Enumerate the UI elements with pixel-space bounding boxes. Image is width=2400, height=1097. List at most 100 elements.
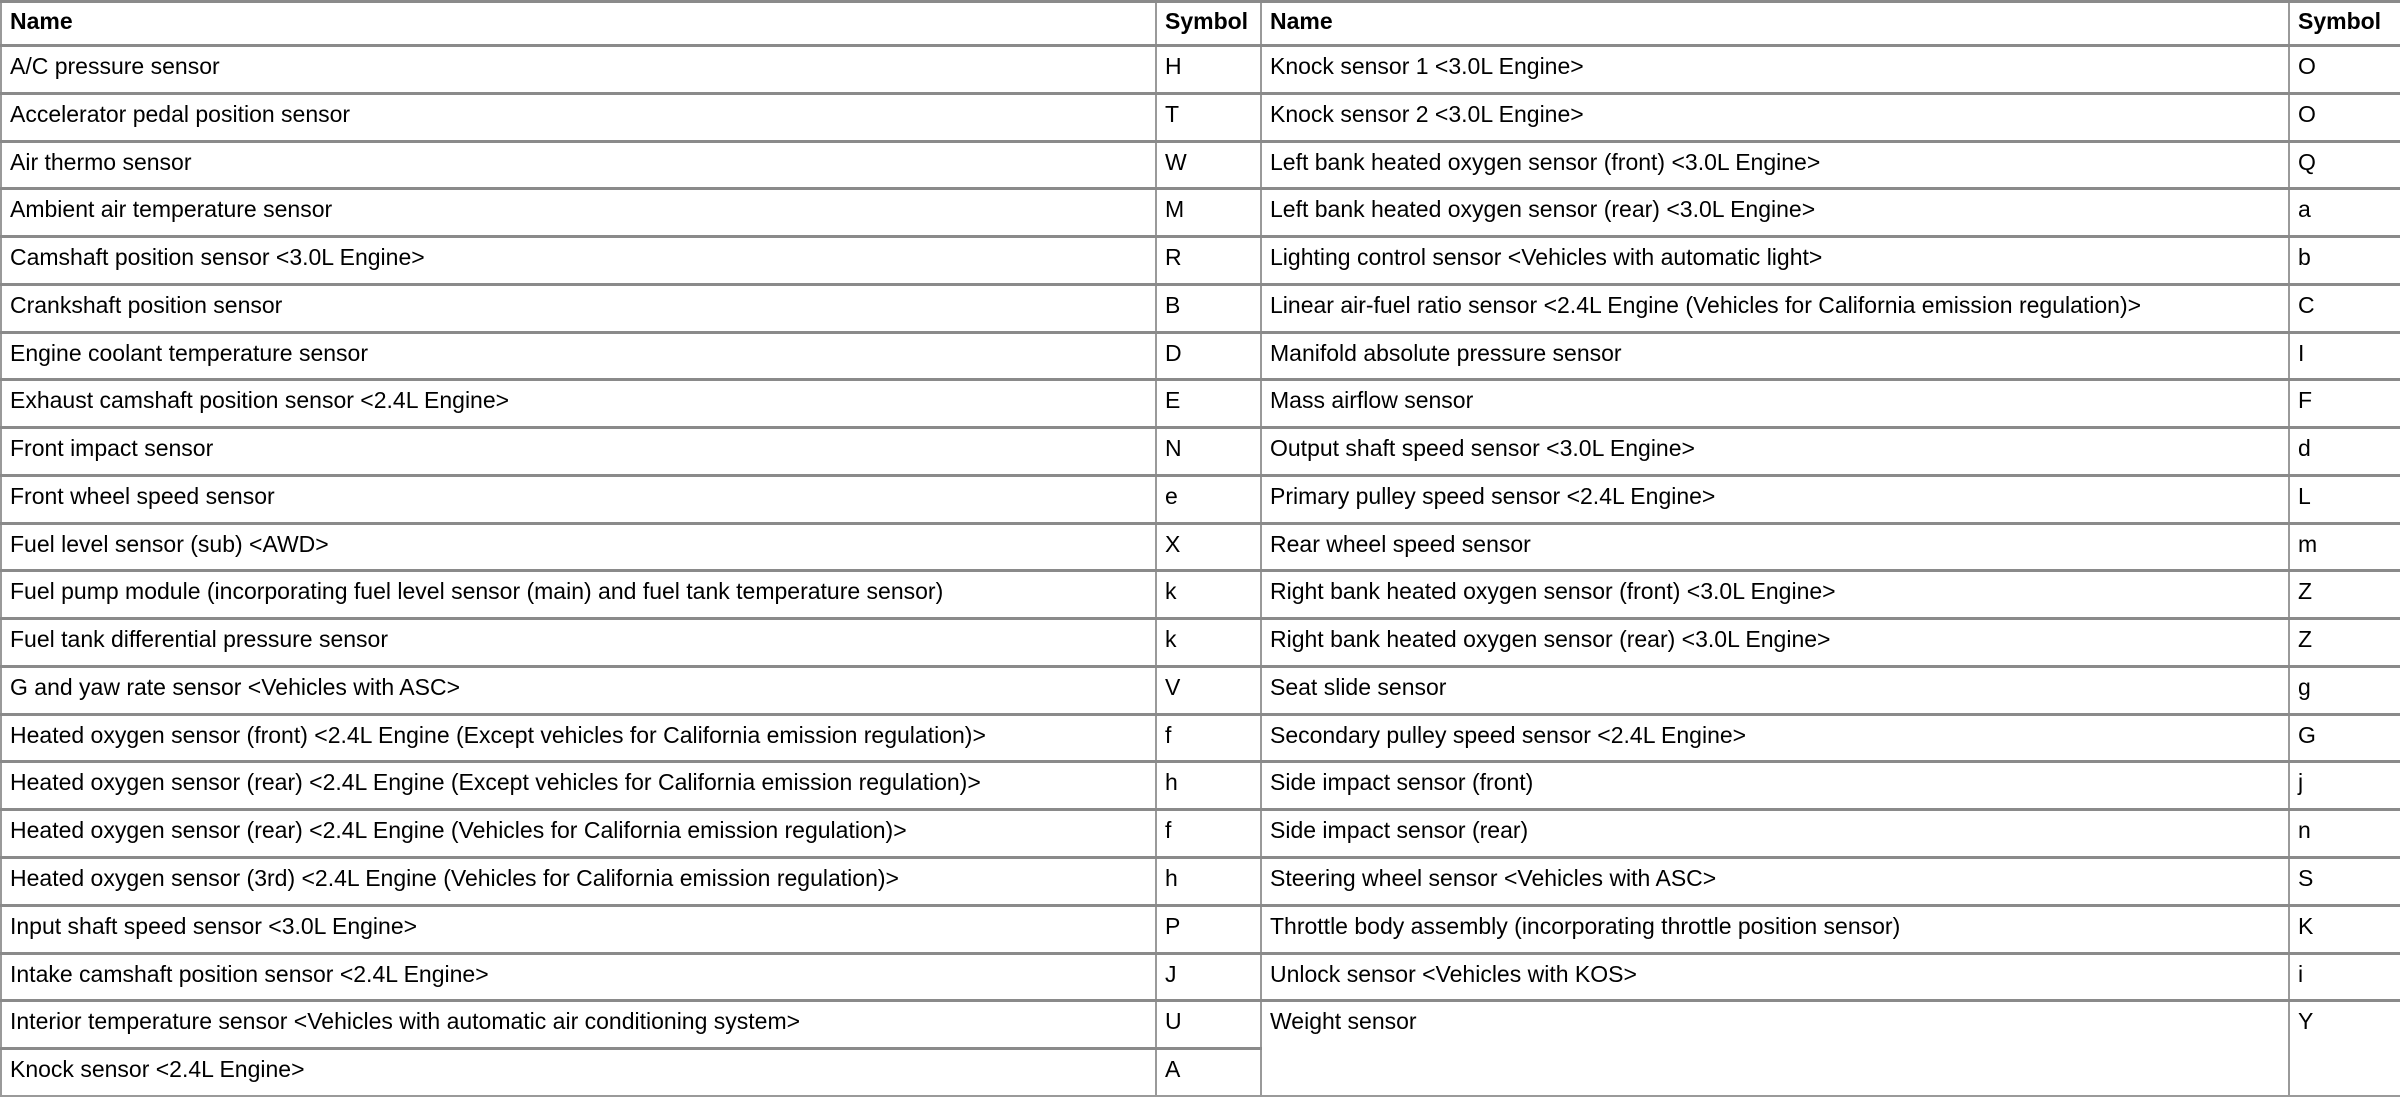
header-cell: Name: [0, 0, 1157, 47]
symbol-cell: X: [1155, 521, 1262, 572]
name-cell: Side impact sensor (front): [1260, 760, 2290, 811]
symbol-cell: E: [1155, 378, 1262, 429]
symbol-cell: A: [1155, 1047, 1262, 1097]
symbol-cell: n: [2288, 808, 2400, 859]
name-cell: Crankshaft position sensor: [0, 282, 1157, 334]
name-cell: Camshaft position sensor <3.0L Engine>: [0, 235, 1157, 286]
table-row: Intake camshaft position sensor <2.4L En…: [0, 951, 2400, 1002]
symbol-cell: T: [1155, 91, 1262, 143]
name-cell: Air thermo sensor: [0, 139, 1157, 190]
table-row: Fuel pump module (incorporating fuel lev…: [0, 569, 2400, 620]
name-cell: Secondary pulley speed sensor <2.4L Engi…: [1260, 712, 2290, 763]
name-cell: Fuel level sensor (sub) <AWD>: [0, 521, 1157, 572]
table-row: Fuel level sensor (sub) <AWD> X Rear wheel…: [0, 521, 2400, 572]
symbol-cell: V: [1155, 664, 1262, 716]
table-row: Accelerator pedal position sensor T Knock …: [0, 91, 2400, 143]
symbol-cell: Z: [2288, 617, 2400, 668]
name-cell: Steering wheel sensor <Vehicles with ASC…: [1260, 856, 2290, 907]
symbol-cell: D: [1155, 330, 1262, 381]
symbol-cell: U: [1155, 999, 1262, 1050]
symbol-cell: Z: [2288, 569, 2400, 620]
name-cell: Primary pulley speed sensor <2.4L Engine…: [1260, 473, 2290, 525]
table-row: Knock sensor <2.4L Engine> A: [0, 1047, 2400, 1097]
table-row: Crankshaft position sensor B Linear air-fu…: [0, 282, 2400, 334]
symbol-cell: P: [1155, 903, 1262, 955]
symbol-cell: d: [2288, 426, 2400, 477]
symbol-cell: a: [2288, 187, 2400, 238]
symbol-cell: f: [1155, 808, 1262, 859]
name-cell: Heated oxygen sensor (rear) <2.4L Engine…: [0, 808, 1157, 859]
name-cell: Heated oxygen sensor (rear) <2.4L Engine…: [0, 760, 1157, 811]
table-row: Heated oxygen sensor (3rd) <2.4L Engine …: [0, 856, 2400, 907]
symbol-cell: O: [2288, 91, 2400, 143]
symbol-cell: h: [1155, 856, 1262, 907]
name-cell: Right bank heated oxygen sensor (rear) <…: [1260, 617, 2290, 668]
name-cell: Engine coolant temperature sensor: [0, 330, 1157, 381]
name-cell: Accelerator pedal position sensor: [0, 91, 1157, 143]
name-cell: Front impact sensor: [0, 426, 1157, 477]
header-cell: Symbol: [2288, 0, 2400, 47]
symbol-cell: i: [2288, 951, 2400, 1002]
table-row: Fuel tank differential pressure sensor k R…: [0, 617, 2400, 668]
name-cell: A/C pressure sensor: [0, 44, 1157, 95]
symbol-cell: b: [2288, 235, 2400, 286]
table-row: Heated oxygen sensor (rear) <2.4L Engine…: [0, 808, 2400, 859]
symbol-cell: H: [1155, 44, 1262, 95]
name-cell: Intake camshaft position sensor <2.4L En…: [0, 951, 1157, 1002]
symbol-cell: F: [2288, 378, 2400, 429]
symbol-cell: f: [1155, 712, 1262, 763]
table-row: Interior temperature sensor <Vehicles wi…: [0, 999, 2400, 1097]
name-cell: Lighting control sensor <Vehicles with a…: [1260, 235, 2290, 286]
symbol-cell: L: [2288, 473, 2400, 525]
symbol-cell: h: [1155, 760, 1262, 811]
table-row: G and yaw rate sensor <Vehicles with ASC…: [0, 664, 2400, 716]
name-cell: Ambient air temperature sensor: [0, 187, 1157, 238]
symbol-cell: Q: [2288, 139, 2400, 190]
name-cell: Mass airflow sensor: [1260, 378, 2290, 429]
symbol-cell: k: [1155, 569, 1262, 620]
name-cell: Seat slide sensor: [1260, 664, 2290, 716]
name-cell: Left bank heated oxygen sensor (front) <…: [1260, 139, 2290, 190]
name-cell: G and yaw rate sensor <Vehicles with ASC…: [0, 664, 1157, 716]
table-row: Engine coolant temperature sensor D Manifo…: [0, 330, 2400, 381]
symbol-cell: e: [1155, 473, 1262, 525]
name-cell: Interior temperature sensor <Vehicles wi…: [0, 999, 1157, 1050]
symbol-cell: W: [1155, 139, 1262, 190]
name-cell: Weight sensor: [1260, 999, 2290, 1097]
name-cell: Fuel tank differential pressure sensor: [0, 617, 1157, 668]
name-cell: Rear wheel speed sensor: [1260, 521, 2290, 572]
table-row: Heated oxygen sensor (front) <2.4L Engin…: [0, 712, 2400, 763]
symbol-cell: M: [1155, 187, 1262, 238]
name-cell: Front wheel speed sensor: [0, 473, 1157, 525]
symbol-cell: S: [2288, 856, 2400, 907]
symbol-cell: G: [2288, 712, 2400, 763]
name-cell: Heated oxygen sensor (front) <2.4L Engin…: [0, 712, 1157, 763]
symbol-cell: B: [1155, 282, 1262, 334]
table-row: Front wheel speed sensor e Primary pulley …: [0, 473, 2400, 525]
name-cell: Unlock sensor <Vehicles with KOS>: [1260, 951, 2290, 1002]
symbol-cell: N: [1155, 426, 1262, 477]
symbol-cell: m: [2288, 521, 2400, 572]
table-row: Exhaust camshaft position sensor <2.4L E…: [0, 378, 2400, 429]
name-cell: Knock sensor 2 <3.0L Engine>: [1260, 91, 2290, 143]
table-row: Input shaft speed sensor <3.0L Engine> P T…: [0, 903, 2400, 955]
symbol-cell: J: [1155, 951, 1262, 1002]
name-cell: Heated oxygen sensor (3rd) <2.4L Engine …: [0, 856, 1157, 907]
table-row: A/C pressure sensor H Knock sensor 1 <3.0L…: [0, 44, 2400, 95]
name-cell: Manifold absolute pressure sensor: [1260, 330, 2290, 381]
table-row: Front impact sensor N Output shaft speed s…: [0, 426, 2400, 477]
name-cell: Right bank heated oxygen sensor (front) …: [1260, 569, 2290, 620]
symbol-cell: I: [2288, 330, 2400, 381]
header-row: Name Symbol Name Symbol: [0, 0, 2400, 47]
name-cell: Fuel pump module (incorporating fuel lev…: [0, 569, 1157, 620]
name-cell: Output shaft speed sensor <3.0L Engine>: [1260, 426, 2290, 477]
table-row: Heated oxygen sensor (rear) <2.4L Engine…: [0, 760, 2400, 811]
table-row: Ambient air temperature sensor M Left bank…: [0, 187, 2400, 238]
symbol-cell: K: [2288, 903, 2400, 955]
name-cell: Input shaft speed sensor <3.0L Engine>: [0, 903, 1157, 955]
symbol-cell: k: [1155, 617, 1262, 668]
name-cell: Exhaust camshaft position sensor <2.4L E…: [0, 378, 1157, 429]
header-cell: Name: [1260, 0, 2290, 47]
symbol-cell: j: [2288, 760, 2400, 811]
